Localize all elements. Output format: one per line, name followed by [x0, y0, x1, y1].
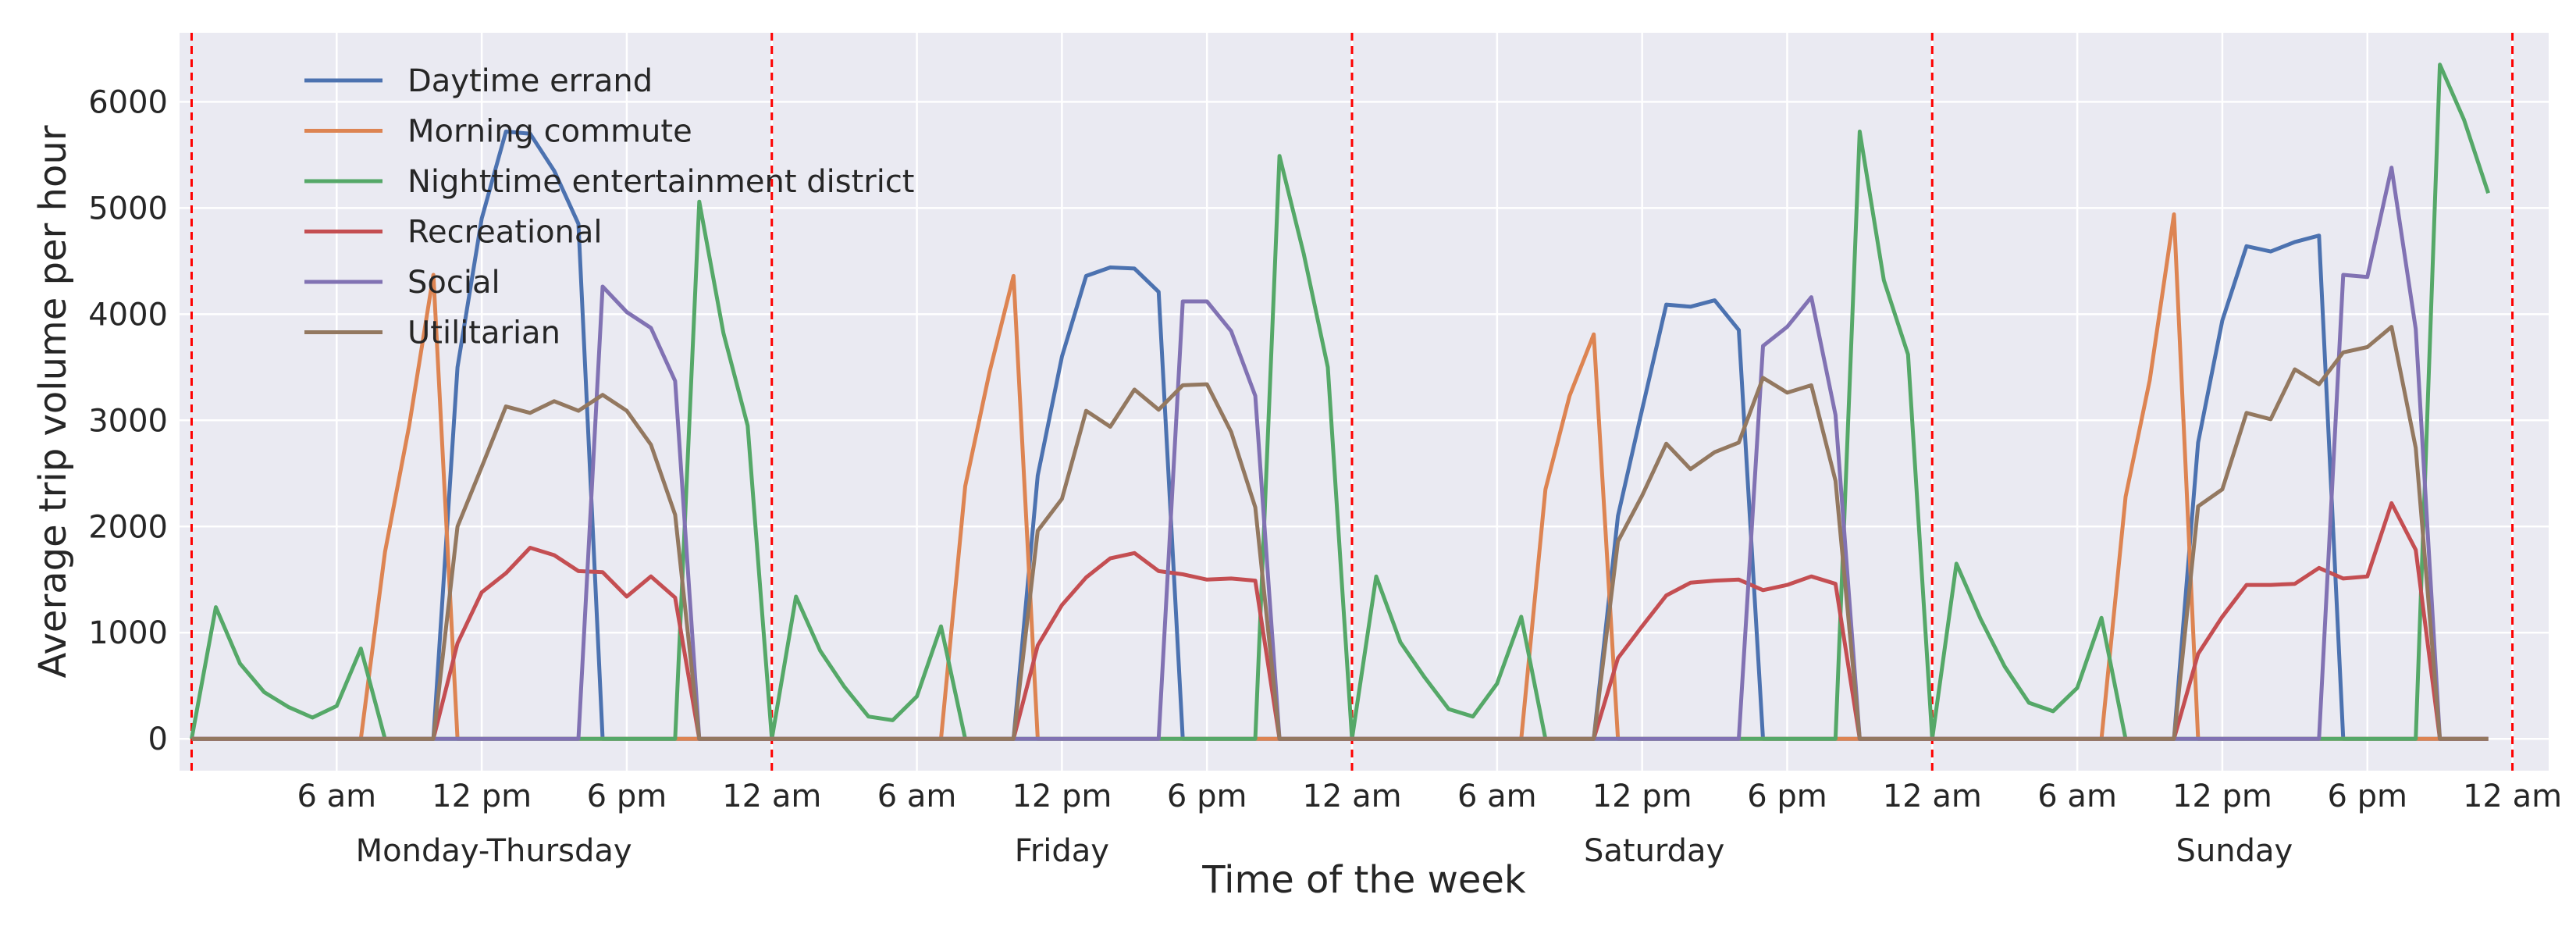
- x-tick-label: 6 pm: [587, 778, 667, 814]
- legend-label: Morning commute: [407, 114, 692, 150]
- x-tick-label: 6 am: [297, 778, 376, 814]
- x-tick-label: 12 am: [722, 778, 821, 814]
- x-tick-label: 12 pm: [1012, 778, 1112, 814]
- x-tick-label: 6 am: [2037, 778, 2117, 814]
- y-tick-label: 3000: [88, 403, 168, 439]
- legend-label: Nighttime entertainment district: [407, 164, 915, 200]
- x-tick-label: 6 am: [877, 778, 957, 814]
- x-tick-label: 12 pm: [432, 778, 532, 814]
- legend-label: Recreational: [407, 215, 603, 251]
- x-tick-label: 6 am: [1457, 778, 1537, 814]
- x-tick-label: 12 pm: [2172, 778, 2272, 814]
- y-tick-labels: 0 1000 2000 3000 4000 5000 6000: [88, 84, 168, 757]
- legend-entry: Utilitarian: [304, 315, 560, 351]
- x-tick-label: 6 pm: [2327, 778, 2407, 814]
- legend-label: Utilitarian: [407, 315, 560, 351]
- legend-entry: Recreational: [304, 215, 603, 251]
- x-tick-labels: 6 am 12 pm 6 pm 12 am 6 am 12 pm 6 pm 12 am 6 am…: [297, 778, 2562, 814]
- x-tick-label: 12 am: [1302, 778, 1401, 814]
- y-tick-label: 6000: [88, 84, 168, 120]
- day-separators: [190, 33, 2514, 771]
- x-tick-label: 6 pm: [1747, 778, 1827, 814]
- legend-entry: Nighttime entertainment district: [304, 164, 915, 200]
- y-tick-label: 0: [148, 721, 168, 757]
- y-tick-label: 4000: [88, 297, 168, 333]
- day-label: Monday-Thursday: [356, 833, 632, 869]
- legend-label: Social: [407, 265, 500, 301]
- x-tick-label: 12 am: [1883, 778, 1982, 814]
- legend-entry: Social: [304, 265, 500, 301]
- series-line: [191, 325, 2489, 741]
- day-label: Sunday: [2176, 833, 2293, 869]
- x-tick-label: 12 pm: [1592, 778, 1692, 814]
- y-tick-label: 1000: [88, 615, 168, 651]
- x-tick-label: 6 pm: [1167, 778, 1247, 814]
- y-tick-label: 5000: [88, 191, 168, 226]
- legend-entry: Morning commute: [304, 114, 692, 150]
- day-label: Friday: [1015, 833, 1109, 869]
- legend-label: Daytime errand: [407, 63, 653, 99]
- legend-entry: Daytime errand: [304, 63, 653, 99]
- series-lines: [190, 62, 2490, 741]
- legend: Daytime errand Morning commute Nighttime e…: [304, 63, 915, 351]
- y-tick-label: 2000: [88, 509, 168, 545]
- y-axis-label: Average trip volume per hour: [31, 125, 75, 678]
- day-labels: Monday-Thursday Friday Saturday Sunday: [356, 833, 2293, 869]
- x-tick-label: 12 am: [2463, 778, 2562, 814]
- day-label: Saturday: [1584, 833, 1724, 869]
- x-axis-label: Time of the week: [1201, 858, 1526, 902]
